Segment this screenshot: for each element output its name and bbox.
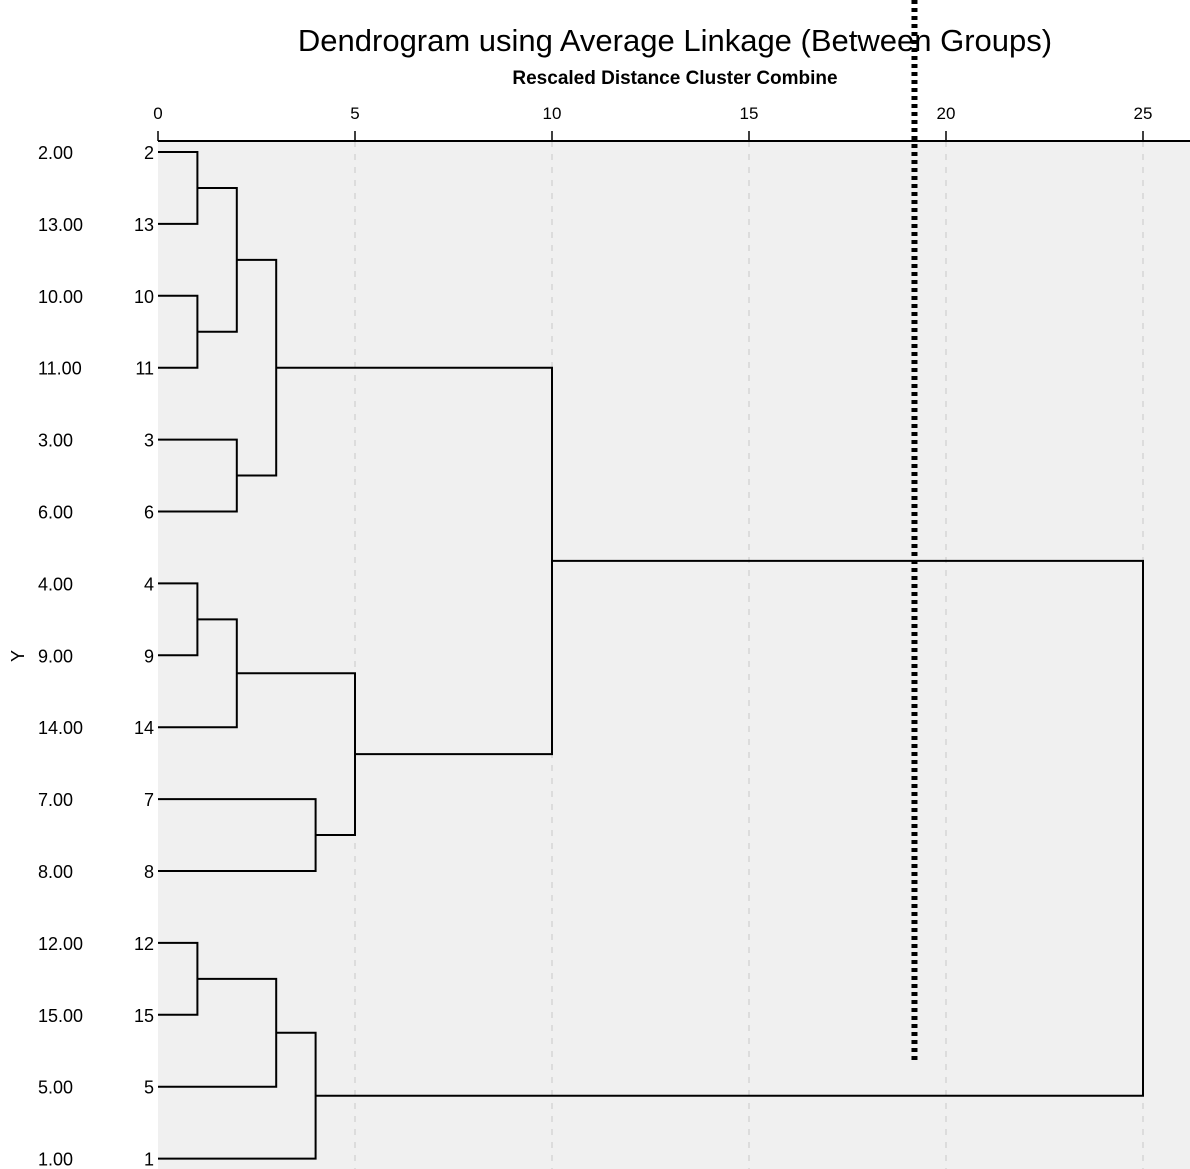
leaf-case-number: 11 (135, 359, 154, 379)
leaf-case-number: 13 (134, 215, 154, 235)
x-tick-label: 0 (153, 104, 162, 123)
leaf-value-label: 14.00 (38, 718, 83, 738)
leaf-value-label: 13.00 (38, 215, 83, 235)
leaf-value-label: 3.00 (38, 431, 73, 451)
x-tick-label: 5 (350, 104, 359, 123)
x-tick-label: 20 (937, 104, 956, 123)
dendrogram-branches (158, 151, 1144, 1160)
leaf-value-label: 9.00 (38, 646, 73, 666)
leaf-value-label: 7.00 (38, 790, 73, 810)
leaf-value-label: 4.00 (38, 574, 73, 594)
leaf-case-number: 4 (144, 574, 154, 594)
leaf-case-number: 2 (144, 143, 154, 163)
leaf-value-label: 6.00 (38, 503, 73, 523)
leaf-value-label: 2.00 (38, 143, 73, 163)
leaf-value-label: 15.00 (38, 1006, 83, 1026)
x-tick-label: 10 (543, 104, 562, 123)
y-axis-title: Y (8, 650, 28, 662)
dendrogram-branch (315, 559, 1144, 1097)
leaf-case-number: 3 (144, 431, 154, 451)
leaf-value-label: 12.00 (38, 934, 83, 954)
x-axis: 0 5 10 15 20 25 (153, 104, 1190, 142)
leaf-case-number: 8 (144, 862, 154, 882)
leaf-case-number: 7 (144, 790, 154, 810)
leaf-value-label: 10.00 (38, 287, 83, 307)
leaf-case-number: 9 (144, 646, 154, 666)
x-tick-label: 15 (740, 104, 759, 123)
leaf-case-number: 6 (144, 503, 154, 523)
plot-area (158, 141, 1190, 1169)
x-axis-title: Rescaled Distance Cluster Combine (512, 68, 837, 89)
leaf-case-number: 5 (144, 1078, 154, 1098)
leaf-case-number: 15 (134, 1006, 154, 1026)
leaf-case-number: 1 (144, 1150, 154, 1169)
leaf-labels: 2.0013.0010.0011.003.006.004.009.0014.00… (38, 143, 154, 1169)
leaf-case-number: 12 (134, 934, 154, 954)
leaf-value-label: 5.00 (38, 1078, 73, 1098)
leaf-case-number: 14 (134, 718, 154, 738)
leaf-case-number: 10 (134, 287, 154, 307)
chart-title: Dendrogram using Average Linkage (Betwee… (298, 23, 1052, 58)
leaf-value-label: 8.00 (38, 862, 73, 882)
leaf-value-label: 1.00 (38, 1150, 73, 1169)
x-tick-label: 25 (1134, 104, 1153, 123)
leaf-value-label: 11.00 (38, 359, 82, 379)
grid-lines (354, 141, 1144, 1169)
